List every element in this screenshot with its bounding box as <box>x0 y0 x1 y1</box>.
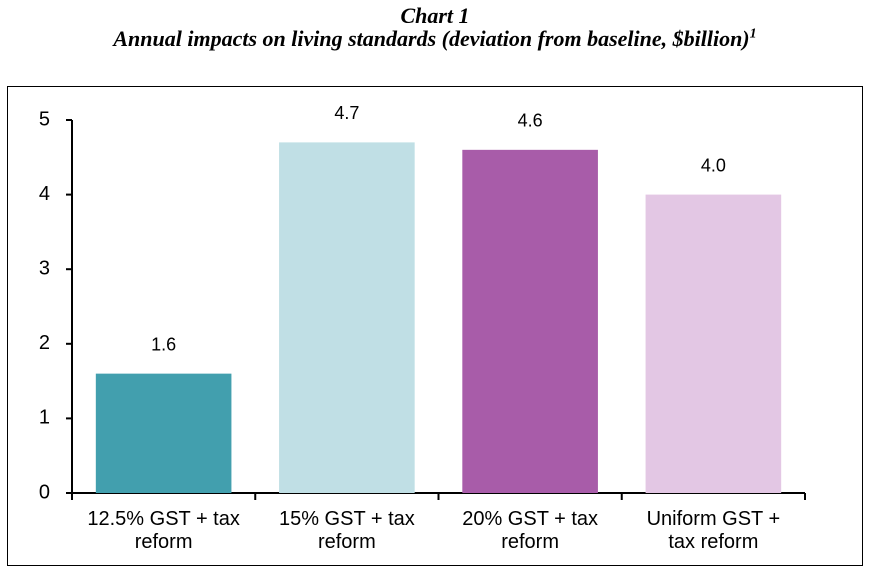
footnote-ref: 1 <box>749 26 757 42</box>
value-label: 1.6 <box>151 334 176 354</box>
chart-subtitle: Annual impacts on living standards (devi… <box>0 26 870 52</box>
subtitle-text: Annual impacts on living standards (devi… <box>113 26 750 51</box>
bar <box>645 194 782 493</box>
value-label: 4.0 <box>701 155 726 175</box>
chart-frame <box>7 86 863 566</box>
x-tick-label: 15% GST + tax reform <box>278 508 415 553</box>
y-tick-label: 4 <box>39 183 50 205</box>
bar <box>95 373 232 493</box>
y-tick-label: 3 <box>39 257 50 279</box>
chart-title: Chart 1 <box>400 3 470 28</box>
x-tick-label: Uniform GST + tax reform <box>646 508 781 553</box>
bar <box>279 142 415 493</box>
y-tick-label: 1 <box>39 407 50 429</box>
y-tick-label: 5 <box>39 108 50 130</box>
y-tick-label: 0 <box>39 481 50 503</box>
bar <box>462 149 598 493</box>
value-label: 4.7 <box>334 103 359 123</box>
y-tick-label: 2 <box>39 332 50 354</box>
x-tick-label: 12.5% GST + tax reform <box>87 508 240 553</box>
x-tick-label: 20% GST + tax reform <box>462 508 599 553</box>
value-label: 4.6 <box>518 111 543 131</box>
